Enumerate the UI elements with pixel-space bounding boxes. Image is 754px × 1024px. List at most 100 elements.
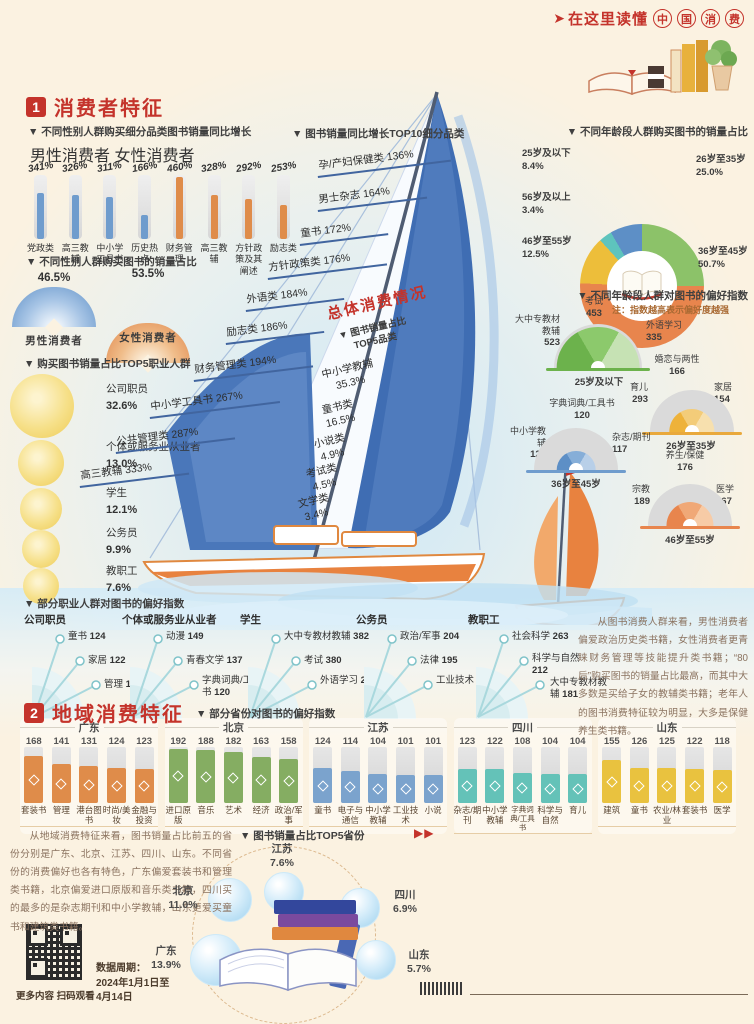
female-share-value: 53.5% bbox=[131, 268, 165, 280]
gauge-right-label: 外语学习 335 bbox=[646, 320, 683, 343]
province-bar: 131 港台图书 bbox=[76, 736, 102, 826]
gauge-top-label: 婚恋与两性 166 bbox=[654, 354, 700, 377]
section2-title: 地域消费特征 bbox=[52, 704, 184, 726]
province-bar: 125 农业/林业 bbox=[653, 736, 681, 826]
fan-rays bbox=[476, 634, 545, 719]
gender-share-subtitle: ▼ 不同性别人群购买图书的销量占比 bbox=[26, 256, 197, 268]
province-group: 山东 155 建筑 126 童书 125 农业/林业 122 套装书 118 医学 bbox=[598, 718, 736, 834]
section1-header: 1 消费者特征 bbox=[26, 92, 164, 121]
job-circle bbox=[10, 374, 74, 438]
province-bar: 123 金融与投资 bbox=[131, 736, 157, 826]
top5-jobs-subtitle: ▼ 购买图书销量占比TOP5职业人群 bbox=[24, 358, 191, 370]
gender-growth-bar: 292% 方针政策及其阐述 bbox=[235, 159, 263, 276]
age-pref-note: 注：指数越高表示偏好度越强 bbox=[612, 305, 730, 315]
gauge-group-label: 46岁至55岁 bbox=[665, 535, 715, 546]
province-bar: 141 管理 bbox=[51, 736, 71, 815]
province-pref-chart: 广东 168 套装书 141 管理 131 港台图书 124 时尚/美妆 123 金融与投… bbox=[20, 718, 736, 834]
fan-rays bbox=[130, 634, 199, 719]
gauge-left-label: 宗教 189 bbox=[631, 484, 650, 507]
section1-badge: 1 bbox=[26, 96, 46, 117]
province-bar: 182 艺术 bbox=[223, 736, 243, 815]
province-bar: 124 童书 bbox=[313, 736, 333, 815]
province-bar: 192 进口原版 bbox=[165, 736, 192, 826]
province-pref-subtitle: ▼ 部分省份对图书的偏好指数 bbox=[196, 708, 336, 720]
province-name: 山东 bbox=[656, 722, 678, 734]
tagline-circled-char: 国 bbox=[677, 9, 696, 28]
province-bar: 158 政治/军事 bbox=[274, 736, 303, 826]
province-bar: 104 育儿 bbox=[568, 736, 588, 815]
province-group: 江苏 124 童书 114 电子与通信 104 中小学教辅 101 工业技术 101 小说 bbox=[309, 718, 447, 834]
province-share-label: 山东 5.7% bbox=[407, 949, 431, 976]
age-slice-label: 36岁至45岁 50.7% bbox=[698, 246, 748, 270]
job-item: 个体或服务业从业者 13.0% bbox=[106, 441, 201, 470]
gauge-top-label: 字典词典/工具书 120 bbox=[549, 398, 615, 421]
forward-arrows-icon: ▶▶ bbox=[414, 826, 435, 840]
job-pref-group: 个体或服务业从业者 动漫 149 青春文学 137 字典词典/工具书 120 bbox=[122, 612, 272, 721]
gauge-top-label: 养生/保健 176 bbox=[665, 450, 705, 473]
fan-rays bbox=[248, 634, 317, 719]
gauge-left-label: 育儿 293 bbox=[629, 382, 648, 405]
gauge-group-label: 25岁及以下 bbox=[574, 377, 624, 388]
province-share-label: 北京 11.0% bbox=[168, 885, 198, 912]
province-bar: 168 套装书 bbox=[21, 736, 47, 815]
job-circle bbox=[20, 488, 62, 530]
gauge-left-label: 大中专教材教辅 523 bbox=[514, 314, 560, 349]
age-slice-label: 25岁及以下 8.4% bbox=[522, 148, 571, 172]
job-item: 公司职员 32.6% bbox=[106, 383, 148, 412]
top5-provinces-subtitle: ▼ 图书销量占比TOP5省份 bbox=[240, 830, 365, 842]
province-bar: 155 建筑 bbox=[602, 736, 622, 815]
qr-code bbox=[26, 924, 82, 980]
province-bar: 123 杂志/期刊 bbox=[453, 736, 482, 826]
tagline-circled-char: 消 bbox=[701, 9, 720, 28]
job-pref-subtitle: ▼ 部分职业人群对图书的偏好指数 bbox=[24, 598, 185, 610]
job-circle bbox=[18, 440, 64, 486]
book-stack-illustration bbox=[219, 900, 361, 992]
gender-growth-subtitle: ▼ 不同性别人群购买细分品类图书销量同比增长 bbox=[28, 126, 252, 138]
province-bar: 124 时尚/美妆 bbox=[102, 736, 131, 826]
gauge-baseline bbox=[546, 368, 650, 371]
gender-growth-bar: 328% 高三教辅 bbox=[200, 159, 228, 265]
province-share-label: 广东 13.9% bbox=[151, 945, 181, 972]
province-name: 江苏 bbox=[367, 722, 389, 734]
books-and-plant-illustration bbox=[588, 40, 737, 96]
province-name: 广东 bbox=[78, 722, 100, 734]
job-pref-group: 公务员 政治/军事 204 法律 195 工业技术 141 bbox=[356, 612, 506, 721]
female-legend-label: 女性消费者 bbox=[114, 148, 195, 165]
province-bar: 101 小说 bbox=[423, 736, 443, 815]
job-item: 公务员 9.9% bbox=[106, 527, 138, 556]
province-bar: 188 音乐 bbox=[196, 736, 216, 815]
age-share-subtitle: ▼ 不同年龄段人群购买图书的销量占比 bbox=[566, 126, 748, 138]
province-bar: 101 工业技术 bbox=[392, 736, 419, 826]
province-bar: 108 字典词典/工具书 bbox=[510, 736, 535, 832]
section2-summary: 从地域消费特征来看，图书销量占比前五的省份分别是广东、北京、江苏、四川、山东。不… bbox=[10, 831, 232, 933]
gauge-baseline bbox=[640, 526, 740, 529]
tagline-circled-char: 中 bbox=[653, 9, 672, 28]
job-circle bbox=[23, 568, 59, 604]
section1-title: 消费者特征 bbox=[54, 98, 164, 120]
province-share-label: 江苏 7.6% bbox=[270, 843, 294, 870]
gauge-baseline bbox=[642, 432, 742, 435]
footer-rule bbox=[470, 994, 748, 995]
age-slice-label: 56岁及以上 3.4% bbox=[522, 192, 571, 216]
fan-rays bbox=[364, 634, 433, 719]
job-item: 学生 12.1% bbox=[106, 487, 138, 516]
male-legend-label: 男性消费者 bbox=[30, 148, 111, 165]
province-share-label: 四川 6.9% bbox=[393, 889, 417, 916]
gauge-right-label: 家居 154 bbox=[714, 382, 733, 405]
gender-growth-bar: 253% 励志类 bbox=[269, 159, 297, 253]
province-group: 北京 192 进口原版 188 音乐 182 艺术 163 经济 158 政治/军事 bbox=[164, 718, 303, 834]
male-share-value: 46.5% bbox=[37, 272, 71, 284]
barcode bbox=[420, 982, 464, 995]
section2-badge: 2 bbox=[24, 702, 44, 723]
province-share-circle bbox=[208, 878, 252, 922]
province-bar: 122 套装书 bbox=[681, 736, 708, 815]
job-circle bbox=[22, 530, 60, 568]
tagline-text: 在这里读懂 bbox=[567, 11, 648, 28]
section2-header: 2 地域消费特征 bbox=[24, 698, 184, 727]
top10-growth-subtitle: ▼ 图书销量同比增长TOP10细分品类 bbox=[292, 128, 465, 140]
province-bar: 126 童书 bbox=[629, 736, 649, 815]
gauge-right-label: 杂志/期刊 117 bbox=[612, 432, 651, 455]
gauge-baseline bbox=[526, 470, 626, 473]
province-bar: 118 医学 bbox=[712, 736, 732, 815]
